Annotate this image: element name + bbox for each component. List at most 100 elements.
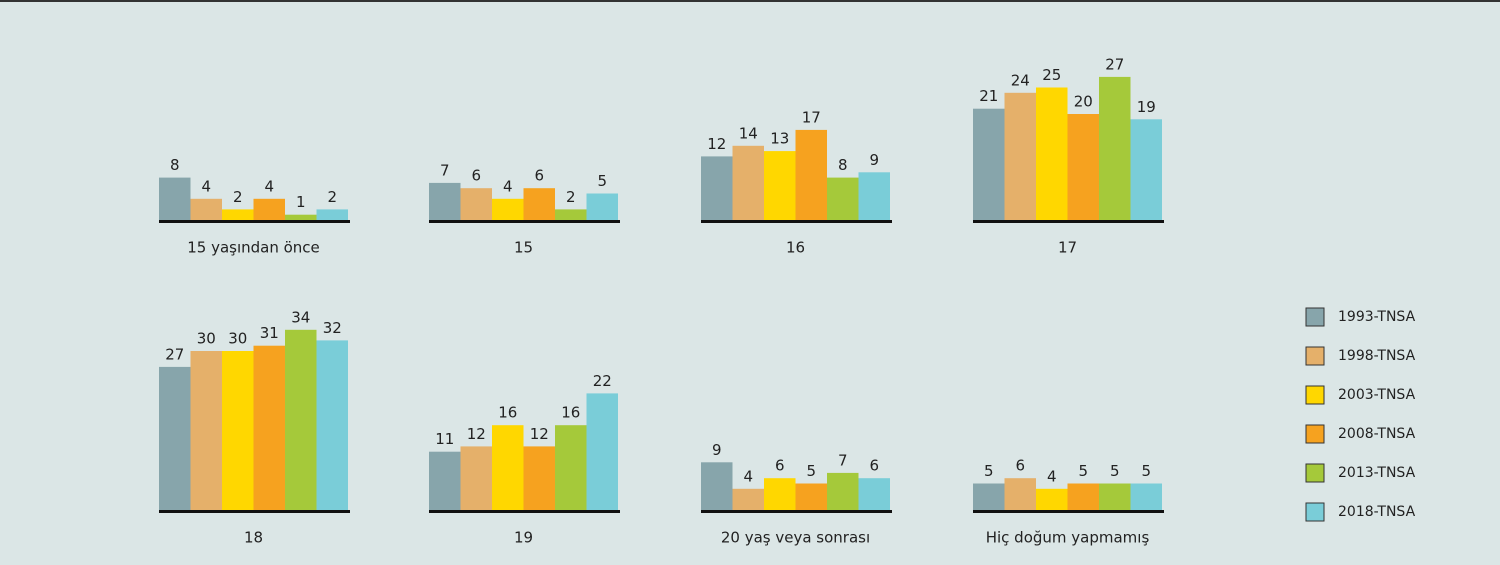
value-label: 2 [566,188,576,206]
bar [827,472,859,510]
value-label: 21 [979,87,998,105]
value-label: 16 [498,404,517,422]
bar [1004,92,1036,220]
value-label: 5 [984,462,994,480]
bar [523,188,555,220]
value-label: 11 [435,430,454,448]
legend-label: 1993-TNSA [1338,309,1416,325]
value-label: 1 [296,193,306,211]
value-label: 30 [197,330,216,348]
panel-label: 15 [514,239,533,257]
value-label: 7 [440,161,450,179]
value-label: 6 [869,457,879,475]
value-label: 27 [165,345,184,363]
value-label: 4 [201,177,211,195]
legend-label: 2003-TNSA [1338,387,1416,403]
value-label: 5 [597,172,607,190]
value-label: 24 [1011,71,1030,89]
bar [795,129,827,220]
legend-label: 2008-TNSA [1338,426,1416,442]
legend-swatch [1305,463,1325,483]
value-label: 12 [467,425,486,443]
value-label: 20 [1074,93,1093,111]
bar [764,151,796,220]
bar [1099,76,1131,221]
bar [858,478,890,510]
bar [316,340,348,510]
bar [973,483,1005,510]
value-label: 16 [561,404,580,422]
legend-swatch [1305,307,1325,327]
bar [555,425,587,510]
bar [764,478,796,510]
value-label: 9 [869,151,879,169]
value-label: 6 [534,167,544,185]
value-label: 12 [530,425,549,443]
bar [285,329,317,510]
bar [159,177,191,220]
value-label: 2 [327,188,337,206]
bar [1099,483,1131,510]
legend-swatch [1305,346,1325,366]
bar [732,145,764,220]
bar [1130,119,1162,220]
value-label: 5 [1110,462,1120,480]
value-label: 6 [1015,457,1025,475]
bar [1036,87,1068,220]
bar [732,488,764,510]
bar [1067,114,1099,220]
value-label: 4 [264,177,274,195]
value-label: 7 [838,451,848,469]
legend-swatch [1305,424,1325,444]
value-label: 5 [1078,462,1088,480]
bar [586,393,618,510]
value-label: 14 [739,124,758,142]
value-label: 6 [775,457,785,475]
value-label: 30 [228,330,247,348]
value-label: 5 [1141,462,1151,480]
bar [827,177,859,220]
value-label: 32 [323,319,342,337]
value-label: 22 [593,372,612,390]
bar [701,462,733,510]
value-label: 2 [233,188,243,206]
bar [858,172,890,220]
value-label: 31 [260,324,279,342]
value-label: 4 [503,177,513,195]
bar [795,483,827,510]
legend-label: 1998-TNSA [1338,348,1416,364]
bar [973,108,1005,220]
panel-label: 18 [244,529,263,547]
value-label: 4 [1047,467,1057,485]
bar [701,156,733,220]
legend-swatch [1305,502,1325,522]
value-label: 6 [471,167,481,185]
value-label: 19 [1137,98,1156,116]
bar [460,446,492,510]
bar [429,182,461,220]
bar [253,198,285,220]
bar [190,351,222,510]
panel-label: 16 [786,239,805,257]
bar [159,366,191,510]
legend-label: 2013-TNSA [1338,465,1416,481]
panel-label: 15 yaşından önce [187,239,320,257]
panel-label: Hiç doğum yapmamış [986,529,1150,547]
bar [190,198,222,220]
bar [429,451,461,510]
panel-label: 19 [514,529,533,547]
bar [586,193,618,220]
legend-swatch [1305,385,1325,405]
panel-label: 20 yaş veya sonrası [721,529,870,547]
bar [492,425,524,510]
value-label: 8 [838,156,848,174]
value-label: 5 [806,462,816,480]
bar [492,198,524,220]
value-label: 13 [770,130,789,148]
bar [222,209,254,220]
value-label: 27 [1105,55,1124,73]
value-label: 8 [170,156,180,174]
bar [1130,483,1162,510]
bar [460,188,492,220]
